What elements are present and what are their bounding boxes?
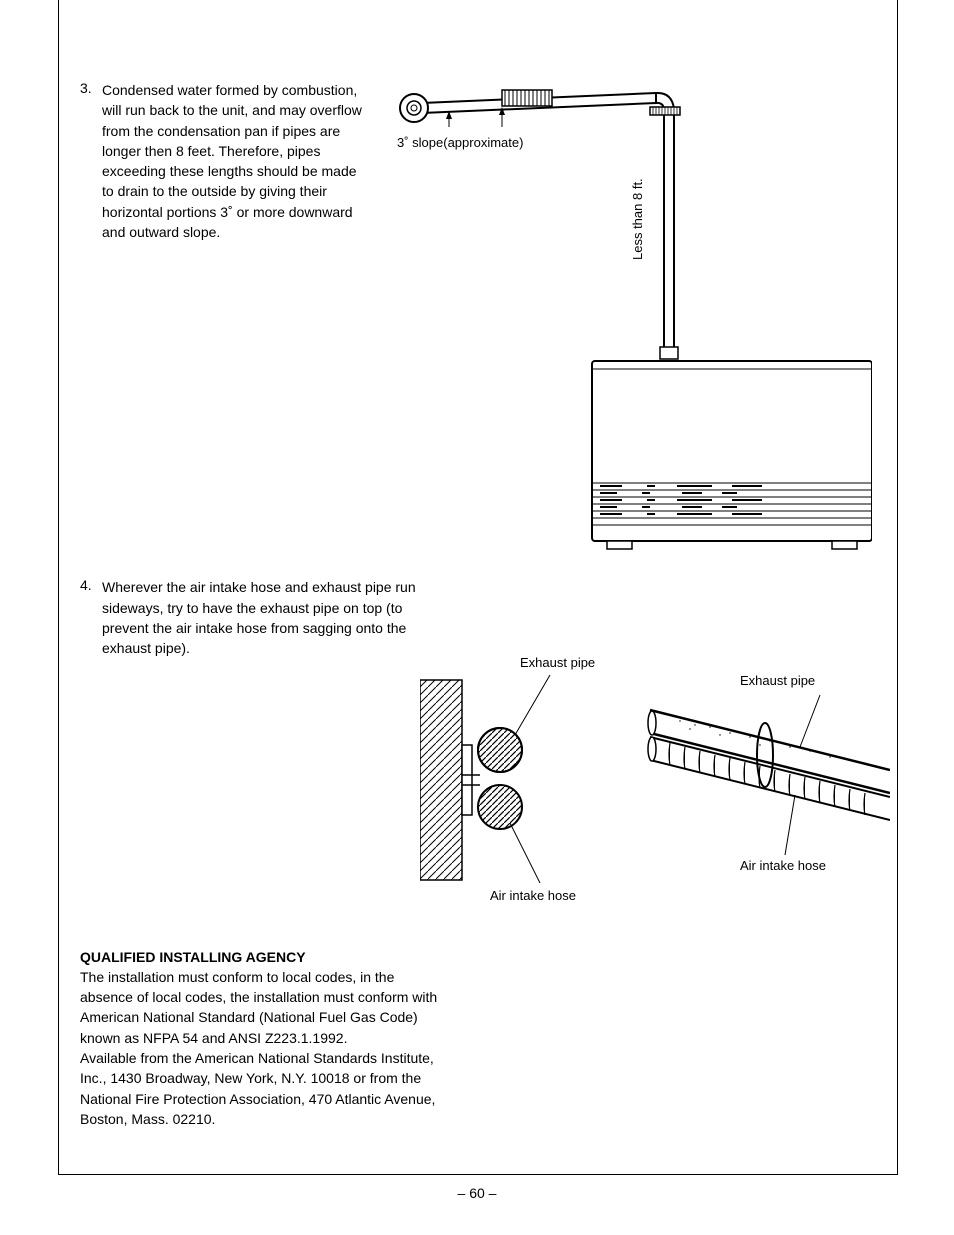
list-text: Condensed water formed by combustion, wi… bbox=[102, 80, 372, 242]
slope-label: 3˚ slope(approximate) bbox=[397, 135, 523, 150]
figure-slope-diagram: 3˚ slope(approximate) Less than 8 ft. bbox=[392, 85, 872, 555]
height-label: Less than 8 ft. bbox=[630, 178, 645, 260]
agency-para1: The installation must conform to local c… bbox=[80, 967, 450, 1048]
intake-label-right: Air intake hose bbox=[740, 858, 826, 873]
agency-block: QUALIFIED INSTALLING AGENCY The installa… bbox=[80, 947, 450, 1130]
list-text: Wherever the air intake hose and exhaust… bbox=[102, 577, 432, 658]
figure-pipe-arrangement: Exhaust pipe Air intake hose bbox=[420, 655, 890, 905]
list-number: 4. bbox=[80, 577, 102, 658]
exhaust-label-right: Exhaust pipe bbox=[740, 673, 815, 688]
agency-para2: Available from the American National Sta… bbox=[80, 1048, 450, 1129]
agency-heading: QUALIFIED INSTALLING AGENCY bbox=[80, 947, 450, 967]
list-number: 3. bbox=[80, 80, 102, 242]
intake-label-left: Air intake hose bbox=[490, 888, 576, 903]
exhaust-label-left: Exhaust pipe bbox=[520, 655, 595, 670]
list-item-4: 4. Wherever the air intake hose and exha… bbox=[80, 577, 880, 658]
page-number: – 60 – bbox=[0, 1185, 954, 1201]
